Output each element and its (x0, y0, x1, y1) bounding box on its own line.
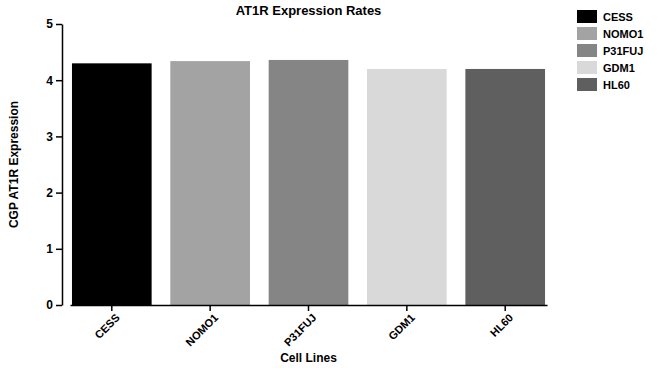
bar (465, 69, 545, 305)
legend-label: NOMO1 (603, 28, 643, 40)
y-tick-mark (56, 136, 62, 138)
bar (269, 60, 349, 305)
y-tick-label: 4 (46, 74, 53, 88)
chart-container: 0 1 2 3 4 5 CESS NOMO1 P31FUJ GDM1 HL60 AT1R Expres… (0, 0, 667, 368)
chart-svg: 0 1 2 3 4 5 CESS NOMO1 P31FUJ GDM1 HL60 AT1R Expres… (0, 0, 667, 368)
x-tick-label: HL60 (488, 311, 516, 339)
x-tick-label: GDM1 (386, 311, 417, 342)
y-tick: 2 (46, 186, 62, 200)
x-tick: P31FUJ (282, 305, 319, 348)
x-axis-title: Cell Lines (280, 351, 337, 365)
y-tick-mark (56, 24, 62, 26)
bars (72, 60, 545, 305)
y-tick: 1 (46, 242, 62, 256)
y-tick-mark (56, 249, 62, 251)
x-tick-mark (308, 305, 310, 311)
legend-label: GDM1 (603, 62, 635, 74)
legend-label: CESS (603, 11, 633, 23)
y-tick-label: 1 (46, 242, 53, 256)
y-tick-label: 5 (46, 17, 53, 31)
plot: 0 1 2 3 4 5 CESS NOMO1 P31FUJ GDM1 HL60 (46, 17, 547, 348)
x-tick-mark (209, 305, 211, 311)
y-tick: 5 (46, 17, 62, 31)
y-tick-label: 0 (46, 298, 53, 312)
y-axis-title: CGP AT1R Expression (7, 101, 21, 228)
legend-label: P31FUJ (603, 45, 643, 57)
legend-swatch (577, 44, 597, 57)
legend-item: P31FUJ (577, 44, 643, 57)
legend-swatch (577, 27, 597, 40)
x-tick-label: P31FUJ (282, 311, 319, 348)
legend-swatch (577, 61, 597, 74)
legend-item: GDM1 (577, 61, 635, 74)
legend-item: NOMO1 (577, 27, 643, 40)
y-tick-mark (56, 80, 62, 82)
legend-item: CESS (577, 10, 633, 23)
title: AT1R Expression Rates (236, 3, 382, 18)
x-tick-label: CESS (92, 311, 122, 341)
legend-item: HL60 (577, 78, 630, 91)
y-tick: 4 (46, 74, 62, 88)
y-tick: 0 (46, 298, 62, 312)
legend-label: HL60 (603, 79, 630, 91)
y-tick-label: 3 (46, 130, 53, 144)
x-tick: GDM1 (386, 305, 417, 342)
x-tick-label: NOMO1 (183, 311, 220, 348)
x-tick: NOMO1 (183, 305, 220, 348)
legend-swatch (577, 10, 597, 23)
y-tick-mark (56, 305, 62, 307)
y-axis: 0 1 2 3 4 5 (46, 17, 62, 312)
legend-swatch (577, 78, 597, 91)
x-tick-mark (406, 305, 408, 311)
bar (367, 69, 447, 305)
x-axis: CESS NOMO1 P31FUJ GDM1 HL60 (71, 305, 548, 348)
x-tick: CESS (92, 305, 122, 341)
legend: CESS NOMO1 P31FUJ GDM1 HL60 (577, 10, 643, 91)
y-tick: 3 (46, 130, 62, 144)
bar (170, 61, 250, 305)
x-tick-mark (111, 305, 113, 311)
x-tick: HL60 (488, 305, 516, 339)
y-tick-label: 2 (46, 186, 53, 200)
y-axis-line (62, 25, 64, 306)
x-tick-mark (504, 305, 506, 311)
y-tick-mark (56, 192, 62, 194)
bar (72, 63, 152, 305)
